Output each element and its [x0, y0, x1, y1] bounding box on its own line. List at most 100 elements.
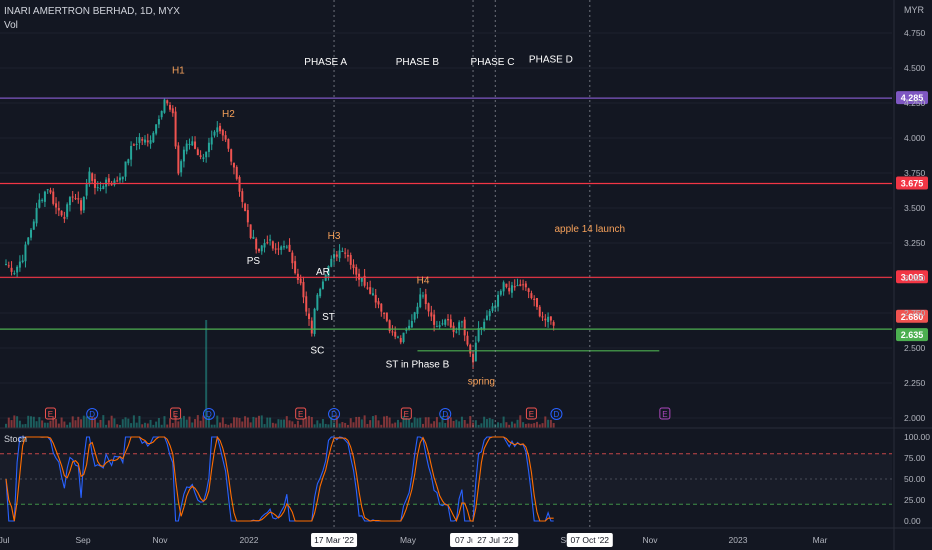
- candle: [221, 128, 224, 142]
- dividend-marker[interactable]: D: [550, 408, 563, 420]
- candle-body: [444, 319, 447, 325]
- level-label: 3.675: [901, 179, 924, 189]
- time-highlight[interactable]: 07 Oct '22: [566, 533, 613, 547]
- candle: [422, 291, 424, 299]
- candle: [132, 143, 135, 146]
- earnings-marker[interactable]: E: [659, 407, 671, 420]
- annotation-label: spring: [468, 376, 495, 387]
- candle: [527, 287, 530, 299]
- candle-body: [519, 284, 522, 286]
- volume-bar: [522, 422, 525, 428]
- candle-body: [63, 216, 66, 219]
- candle: [413, 311, 416, 323]
- time-highlight-bg: [566, 533, 613, 547]
- level-label-bg: [896, 328, 928, 342]
- candle: [346, 249, 349, 262]
- marker-letter: E: [173, 410, 178, 419]
- candle-body: [541, 316, 544, 318]
- candle-body: [16, 266, 19, 273]
- candle: [60, 210, 63, 217]
- marker-letter: D: [442, 410, 448, 419]
- candle: [519, 279, 522, 287]
- candle-body: [260, 245, 263, 252]
- candle: [102, 184, 105, 190]
- earnings-marker[interactable]: E: [525, 407, 537, 420]
- candle: [41, 198, 44, 203]
- volume-bar: [280, 419, 283, 428]
- volume-bar: [99, 419, 102, 428]
- volume-bar: [363, 415, 366, 428]
- earnings-marker[interactable]: E: [295, 407, 307, 420]
- candle-body: [547, 316, 550, 323]
- candle-body: [232, 162, 235, 168]
- candle-body: [10, 267, 13, 272]
- candle-body: [485, 315, 488, 320]
- candle-body: [424, 294, 427, 305]
- time-highlight[interactable]: 27 Jul '22: [472, 533, 519, 547]
- dividend-marker[interactable]: D: [328, 408, 341, 420]
- time-highlight[interactable]: 17 Mar '22: [311, 533, 358, 547]
- candle-body: [18, 261, 21, 268]
- candle-body: [80, 200, 83, 211]
- price-tick-label: 2.500: [904, 343, 926, 353]
- earnings-marker[interactable]: E: [170, 407, 182, 420]
- volume-bar: [460, 416, 463, 428]
- volume-bar: [422, 423, 424, 428]
- candle: [405, 327, 408, 334]
- volume-bar: [316, 420, 319, 428]
- time-axis[interactable]: JulSepNov2022MarMayJulSepNov2023Mar17 Ma…: [0, 527, 932, 547]
- price-axis[interactable]: 2.000 2.250 2.500 2.750 3.000 3.250 3.500 3.750…: [893, 0, 926, 550]
- candle: [466, 331, 469, 347]
- volume-bar: [505, 422, 508, 428]
- candle-body: [544, 318, 547, 321]
- candle: [160, 110, 163, 120]
- time-tick-label: Nov: [642, 535, 658, 545]
- level-label-bg: [896, 176, 928, 190]
- candle-body: [43, 191, 46, 202]
- dividend-marker[interactable]: D: [86, 408, 99, 420]
- candle-body: [355, 267, 358, 275]
- volume-bar: [35, 421, 38, 428]
- candle-body: [327, 266, 330, 277]
- horizontal-levels[interactable]: 4.285 3.675 3.005 2.680 2.635: [0, 91, 928, 352]
- candle-body: [399, 338, 402, 343]
- candle-body: [535, 298, 538, 307]
- volume-bar: [466, 423, 469, 428]
- candle: [441, 319, 444, 326]
- candle: [510, 281, 513, 298]
- candle-body: [469, 344, 472, 354]
- level-label: 3.005: [901, 272, 924, 282]
- candle-body: [530, 293, 533, 299]
- candle: [191, 136, 194, 146]
- candle: [63, 211, 66, 223]
- candle-body: [166, 100, 169, 104]
- candle: [238, 175, 241, 197]
- volume-bar: [194, 419, 197, 428]
- candle-body: [196, 149, 199, 156]
- candle: [335, 251, 338, 262]
- candle-body: [205, 151, 208, 158]
- dividend-marker[interactable]: D: [202, 408, 215, 420]
- candle-body: [427, 303, 430, 312]
- candle-body: [474, 342, 477, 362]
- earnings-marker[interactable]: E: [44, 407, 56, 420]
- stoch-pane: 0.00 25.00 50.00 75.00 100.00: [0, 427, 932, 526]
- candle-body: [177, 145, 180, 174]
- candle: [533, 295, 536, 307]
- volume-bar: [508, 424, 511, 428]
- stoch-tick-label: 75.00: [904, 453, 926, 463]
- candle-body: [13, 273, 16, 275]
- candle-body: [96, 187, 99, 189]
- candle-body: [118, 177, 121, 181]
- annotation-label: H4: [417, 276, 430, 287]
- candle: [196, 147, 199, 156]
- volume-bar: [335, 415, 338, 428]
- earnings-marker[interactable]: E: [400, 407, 412, 420]
- candle-body: [199, 155, 202, 157]
- candle-body: [182, 149, 185, 162]
- dividend-marker[interactable]: D: [439, 408, 452, 420]
- candle: [255, 237, 258, 254]
- volume-bar: [319, 423, 322, 428]
